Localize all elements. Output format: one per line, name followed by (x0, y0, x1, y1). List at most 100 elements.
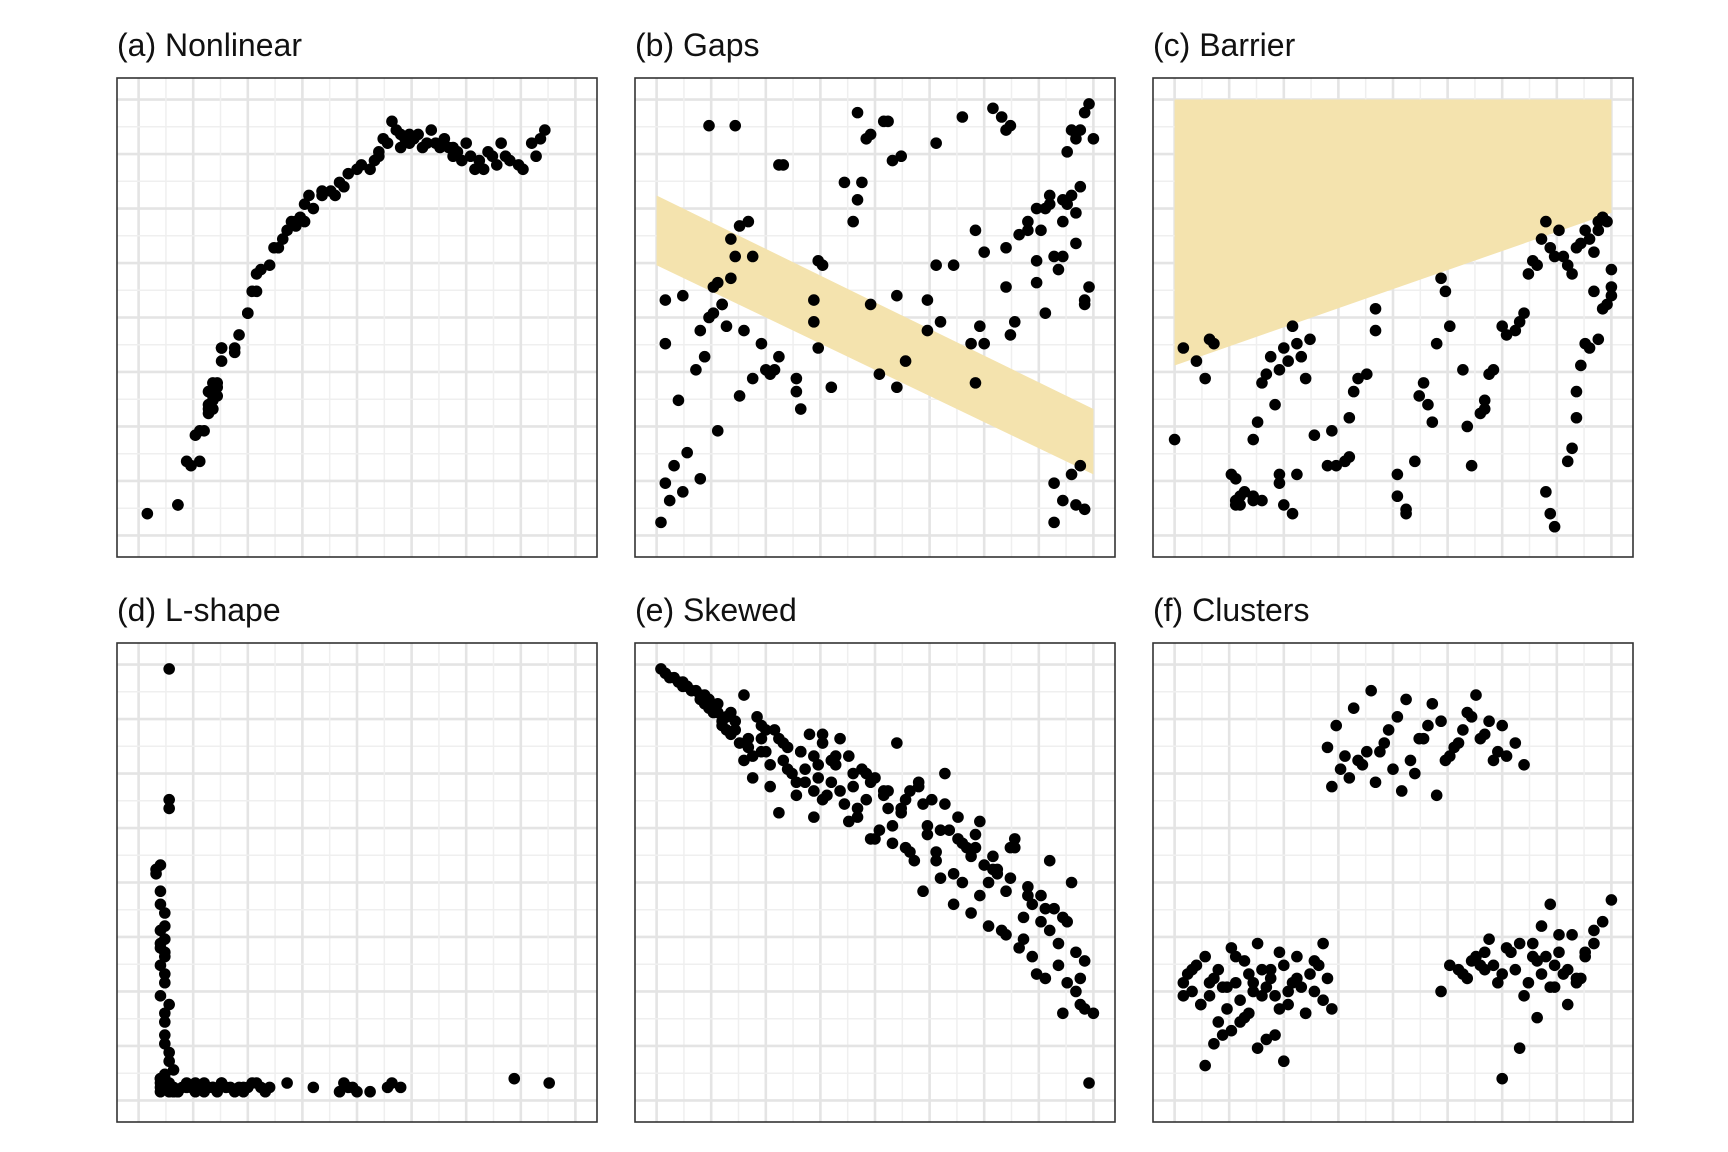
data-point (180, 1081, 193, 1094)
data-point (1439, 754, 1452, 767)
data-point (338, 180, 350, 193)
data-point (281, 224, 293, 237)
data-point (1039, 202, 1052, 215)
data-point (1343, 772, 1356, 784)
data-point (703, 693, 715, 706)
data-point (851, 802, 864, 815)
data-point (1570, 385, 1583, 398)
data-point (1478, 946, 1491, 959)
data-point (803, 728, 816, 741)
data-point (1008, 833, 1021, 845)
data-point (460, 137, 473, 149)
data-point (1017, 933, 1030, 945)
data-point (1243, 1007, 1255, 1020)
data-point (1575, 359, 1587, 372)
data-point (1048, 902, 1060, 915)
data-point (703, 119, 715, 132)
data-point (978, 859, 990, 871)
points (141, 115, 551, 520)
data-point (860, 767, 873, 780)
data-point (193, 455, 206, 468)
data-point (659, 294, 672, 306)
data-point (1601, 298, 1613, 311)
data-point (1251, 416, 1264, 428)
data-point (1030, 276, 1043, 289)
data-point (1570, 411, 1583, 424)
data-point (1013, 942, 1025, 954)
data-point (1000, 885, 1012, 898)
data-point (882, 802, 894, 815)
data-point (1308, 985, 1321, 998)
data-point (1347, 702, 1360, 714)
data-point (742, 741, 755, 754)
data-point (882, 115, 894, 128)
points (655, 663, 1100, 1089)
data-point (1404, 754, 1417, 767)
data-point (1321, 972, 1334, 985)
data-point (1030, 968, 1043, 980)
data-point (1234, 994, 1246, 1006)
data-point (1470, 689, 1482, 701)
data-point (456, 154, 468, 167)
data-point (298, 215, 311, 228)
data-point (1299, 372, 1312, 385)
data-point (1452, 963, 1465, 976)
data-point (1343, 411, 1356, 424)
data-point (1548, 520, 1561, 533)
data-point (1526, 937, 1539, 950)
data-point (163, 1085, 175, 1098)
grid (635, 643, 1115, 1122)
data-point (1422, 398, 1434, 411)
data-point (228, 342, 241, 354)
data-point (1008, 316, 1021, 328)
data-point (490, 159, 503, 171)
data-point (790, 789, 803, 802)
data-point (159, 1007, 171, 1020)
data-point (303, 189, 315, 202)
data-point (995, 111, 1008, 123)
data-point (790, 776, 803, 789)
data-point (746, 250, 759, 263)
data-point (1278, 959, 1290, 972)
data-point (1334, 763, 1347, 775)
data-point (159, 968, 171, 980)
data-point (1478, 403, 1491, 415)
data-point (1487, 959, 1500, 972)
data-point (794, 745, 807, 758)
data-point (1304, 333, 1316, 346)
data-point (908, 854, 921, 867)
data-point (163, 793, 175, 806)
data-point (1330, 719, 1343, 732)
data-point (847, 767, 859, 780)
data-point (1225, 942, 1238, 954)
data-point (1039, 972, 1052, 985)
data-point (799, 776, 811, 789)
data-point (1199, 1059, 1211, 1072)
data-point (1500, 750, 1513, 762)
data-point (1326, 1003, 1338, 1015)
data-point (886, 154, 899, 167)
data-point (1588, 924, 1600, 937)
data-point (677, 486, 689, 498)
data-point (1540, 215, 1552, 228)
data-point (1561, 259, 1574, 271)
data-point (1070, 132, 1082, 145)
data-point (1413, 732, 1426, 745)
data-point (1369, 324, 1382, 337)
data-point (733, 220, 746, 232)
data-point (1247, 976, 1260, 989)
data-point (1273, 946, 1286, 959)
data-point (860, 793, 873, 806)
data-point (1443, 959, 1456, 972)
data-point (386, 115, 398, 128)
data-point (1443, 320, 1456, 333)
data-point (1273, 477, 1286, 489)
data-point (1352, 372, 1364, 385)
data-point (1083, 98, 1095, 110)
data-point (668, 459, 680, 472)
data-point (1070, 946, 1082, 959)
data-point (904, 785, 916, 797)
data-point (1540, 950, 1552, 963)
data-point (1513, 1042, 1526, 1054)
data-point (672, 394, 685, 407)
